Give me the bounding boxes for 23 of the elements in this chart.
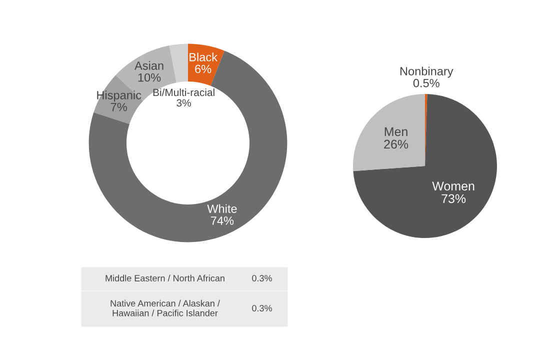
data-label: 26% xyxy=(384,140,408,149)
donut-slice xyxy=(88,50,288,242)
text: 0.3% xyxy=(252,275,272,282)
pie-slice xyxy=(353,94,425,172)
data-label: 6% xyxy=(195,64,212,74)
data-label: 0.5% xyxy=(413,78,440,88)
data-label: 73% xyxy=(442,194,466,204)
slice-label: Nonbinary xyxy=(400,66,454,78)
data-label: 7% xyxy=(110,102,127,112)
slice-label: Men xyxy=(384,127,408,136)
text: 0.3% xyxy=(252,305,272,312)
pie-slice xyxy=(353,94,497,238)
slice-label: Bi/Multi-racial xyxy=(153,88,214,96)
data-label: 3% xyxy=(176,99,191,107)
data-label: 10% xyxy=(138,73,161,82)
slice-label: White xyxy=(207,204,237,213)
slice-label: Asian xyxy=(134,61,164,70)
slice-label: Women xyxy=(432,182,474,191)
data-label: 74% xyxy=(211,216,234,225)
text: Middle Eastern / North African xyxy=(106,274,224,282)
donut-slice xyxy=(169,44,188,83)
text: Native American / Alaskan / Hawaiian / Pacific Islander xyxy=(110,300,220,316)
slice-label: Black xyxy=(190,52,218,62)
